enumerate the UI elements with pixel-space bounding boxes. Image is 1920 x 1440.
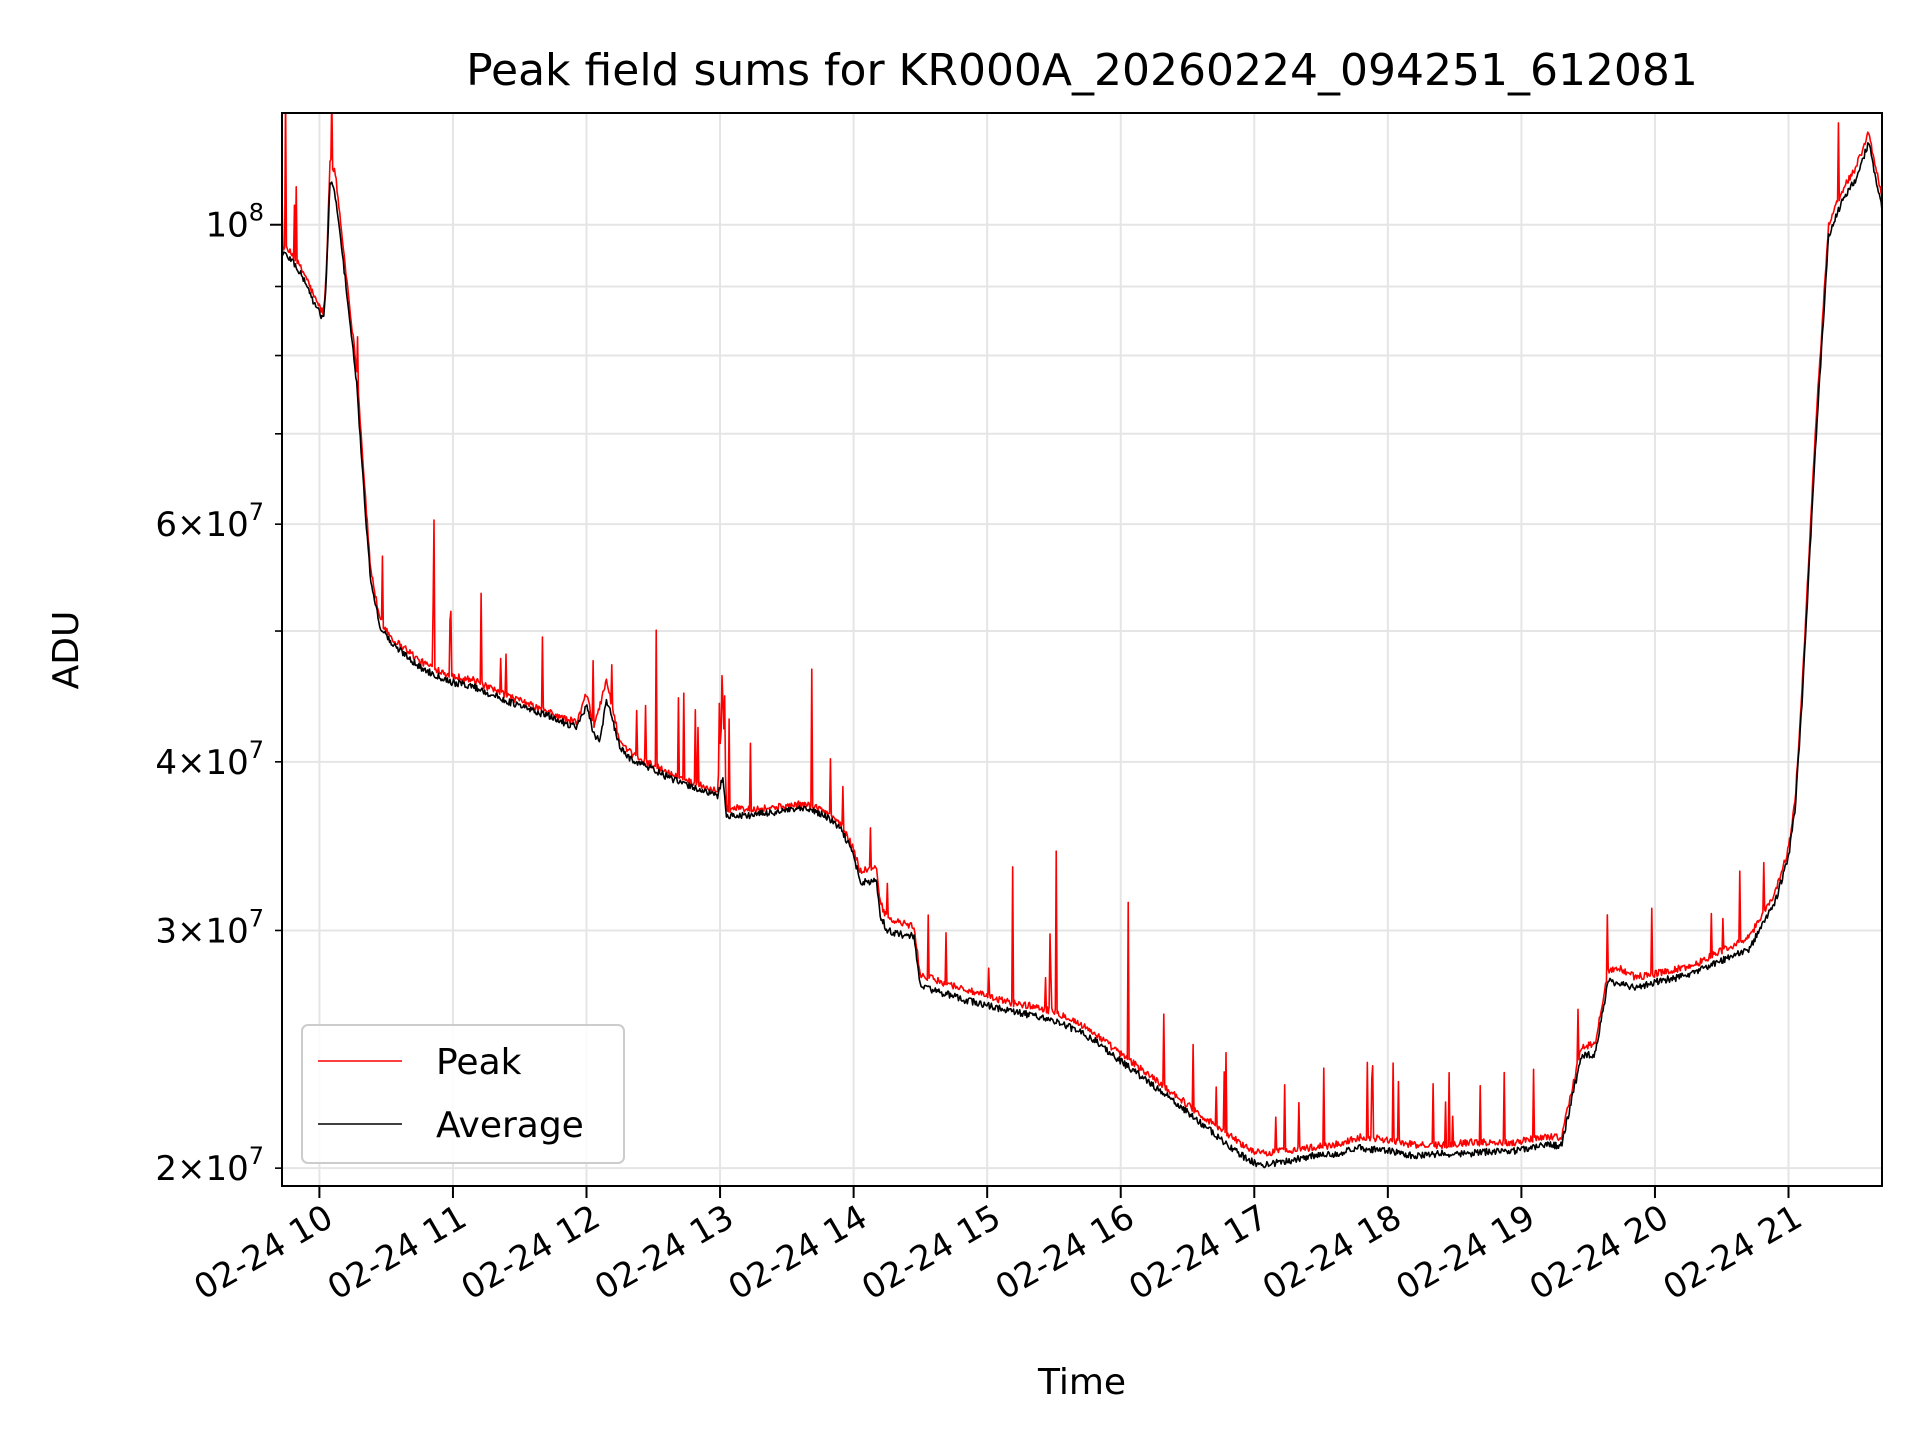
y-tick-label: 2×107 xyxy=(155,1142,264,1189)
x-axis-label: Time xyxy=(1037,1362,1126,1403)
y-tick-base: 10 xyxy=(205,1149,248,1189)
legend-box xyxy=(301,1024,625,1164)
y-tick-base: 10 xyxy=(205,743,248,783)
y-axis-label: ADU xyxy=(46,611,87,690)
y-tick-label: 6×107 xyxy=(155,498,264,545)
times-sign: × xyxy=(177,1149,206,1189)
y-tick-exponent: 7 xyxy=(249,1142,264,1170)
plot-frame xyxy=(281,112,1883,1187)
chart-title: Peak field sums for KR000A_20260224_0942… xyxy=(466,45,1698,96)
y-tick-label: 108 xyxy=(205,199,264,246)
series-line-average xyxy=(282,142,1882,1169)
legend: Peak Average xyxy=(301,1024,625,1164)
y-tick-exponent: 7 xyxy=(249,498,264,526)
series-layer xyxy=(282,113,1882,1169)
y-tick-base: 10 xyxy=(205,206,248,246)
grid-layer xyxy=(282,113,1882,1186)
y-tick-label: 4×107 xyxy=(155,736,264,783)
y-tick-mantissa: 3 xyxy=(155,911,177,951)
legend-label-peak: Peak xyxy=(436,1042,522,1083)
y-tick-base: 10 xyxy=(205,911,248,951)
y-tick-exponent: 8 xyxy=(249,199,264,227)
times-sign: × xyxy=(177,505,206,545)
y-tick-mantissa: 2 xyxy=(155,1149,177,1189)
legend-label-average: Average xyxy=(436,1105,584,1146)
y-tick-base: 10 xyxy=(205,505,248,545)
y-tick-exponent: 7 xyxy=(249,736,264,764)
times-sign: × xyxy=(177,743,206,783)
y-tick-exponent: 7 xyxy=(249,904,264,932)
y-tick-mantissa: 4 xyxy=(155,743,177,783)
series-line-peak xyxy=(282,113,1882,1157)
times-sign: × xyxy=(177,911,206,951)
y-tick-label: 3×107 xyxy=(155,904,264,951)
y-tick-mantissa: 6 xyxy=(155,505,177,545)
